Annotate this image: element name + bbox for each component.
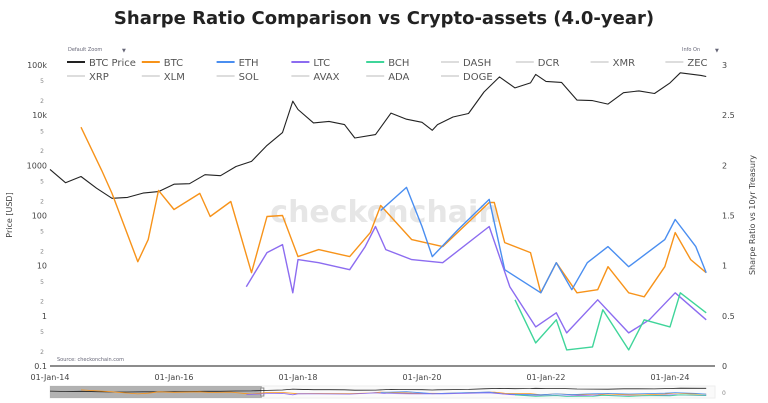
series-line-bch bbox=[514, 292, 707, 351]
navigator-series-line bbox=[380, 391, 707, 396]
y-left-tick-label: 1 bbox=[42, 312, 47, 321]
y-left-tick-label: 1000 bbox=[27, 161, 47, 170]
legend-item-bch[interactable]: BCH bbox=[388, 58, 409, 69]
y-right-tick-label: 3 bbox=[722, 61, 727, 70]
y-left-tick-label: 5 bbox=[40, 329, 44, 336]
x-tick-label: 01-Jan-16 bbox=[155, 373, 194, 382]
legend-item-xrp[interactable]: XRP bbox=[89, 72, 109, 83]
y-left-tick-label: 2 bbox=[40, 198, 44, 205]
y-left-tick-label: 5 bbox=[40, 178, 44, 185]
y-right-tick-label: 0.5 bbox=[722, 312, 735, 321]
legend-item-ltc[interactable]: LTC bbox=[313, 58, 330, 69]
legend-item-doge[interactable]: DOGE bbox=[463, 72, 493, 83]
chart-title: Sharpe Ratio Comparison vs Crypto-assets… bbox=[113, 8, 655, 29]
y-right-tick-label: 1 bbox=[722, 262, 727, 271]
source-label: Source: checkonchain.com bbox=[57, 357, 124, 363]
watermark: checkonchain bbox=[270, 195, 499, 230]
x-tick-label: 01-Jan-20 bbox=[403, 373, 442, 382]
y-left-tick-label: 5 bbox=[40, 78, 44, 85]
series-line-ltc bbox=[245, 225, 707, 334]
y-left-tick-label: 5 bbox=[40, 128, 44, 135]
legend-item-dash[interactable]: DASH bbox=[463, 58, 491, 69]
y-left-tick-label: 2 bbox=[40, 349, 44, 356]
chevron-down-icon: ▼ bbox=[122, 48, 126, 54]
y-left-tick-label: 5 bbox=[40, 279, 44, 286]
x-tick-label: 01-Jan-24 bbox=[651, 373, 690, 382]
y-left-tick-label: 10k bbox=[32, 111, 47, 120]
navigator-axis-label: 0 bbox=[722, 390, 726, 397]
legend-item-btc[interactable]: BTC bbox=[164, 58, 183, 69]
y-left-tick-label: 2 bbox=[40, 299, 44, 306]
y-left-axis-label: Price [USD] bbox=[5, 192, 14, 237]
y-right-axis-label: Sharpe Ratio vs 10yr Treasury bbox=[748, 155, 757, 275]
y-right-tick-label: 2 bbox=[722, 161, 727, 170]
x-tick-label: 01-Jan-18 bbox=[279, 373, 318, 382]
y-left-tick-label: 100 bbox=[32, 212, 47, 221]
legend-item-ada[interactable]: ADA bbox=[388, 72, 409, 83]
legend-item-xmr[interactable]: XMR bbox=[613, 58, 635, 69]
legend-item-sol[interactable]: SOL bbox=[239, 72, 259, 83]
y-left-tick-label: 100k bbox=[27, 61, 47, 70]
legend-item-btc-price[interactable]: BTC Price bbox=[89, 58, 136, 69]
legend-item-zec[interactable]: ZEC bbox=[687, 58, 707, 69]
y-right-tick-label: 2.5 bbox=[722, 111, 735, 120]
navigator-series-line bbox=[49, 387, 707, 393]
y-right-tick-label: 1.5 bbox=[722, 212, 735, 221]
y-left-tick-label: 5 bbox=[40, 229, 44, 236]
navigator-series-line bbox=[514, 394, 707, 397]
series-line-btc bbox=[80, 126, 707, 298]
y-left-tick-label: 0.1 bbox=[34, 362, 47, 371]
x-tick-label: 01-Jan-22 bbox=[527, 373, 566, 382]
series-line-btc-price bbox=[49, 72, 707, 199]
chevron-down-icon: ▼ bbox=[715, 48, 719, 54]
legend-item-xlm[interactable]: XLM bbox=[164, 72, 185, 83]
series-line-eth bbox=[380, 186, 707, 294]
info-toggle-dropdown[interactable]: Info On bbox=[682, 47, 700, 53]
legend-item-dcr[interactable]: DCR bbox=[538, 58, 560, 69]
x-tick-label: 01-Jan-14 bbox=[31, 373, 70, 382]
y-left-tick-label: 10 bbox=[37, 262, 47, 271]
legend-item-eth[interactable]: ETH bbox=[239, 58, 259, 69]
navigator-handle[interactable] bbox=[260, 387, 265, 397]
default-zoom-dropdown[interactable]: Default Zoom bbox=[68, 47, 102, 53]
y-left-tick-label: 2 bbox=[40, 249, 44, 256]
y-left-tick-label: 2 bbox=[40, 98, 44, 105]
y-right-tick-label: 0 bbox=[722, 362, 727, 371]
y-left-tick-label: 2 bbox=[40, 148, 44, 155]
legend-item-avax[interactable]: AVAX bbox=[313, 72, 339, 83]
